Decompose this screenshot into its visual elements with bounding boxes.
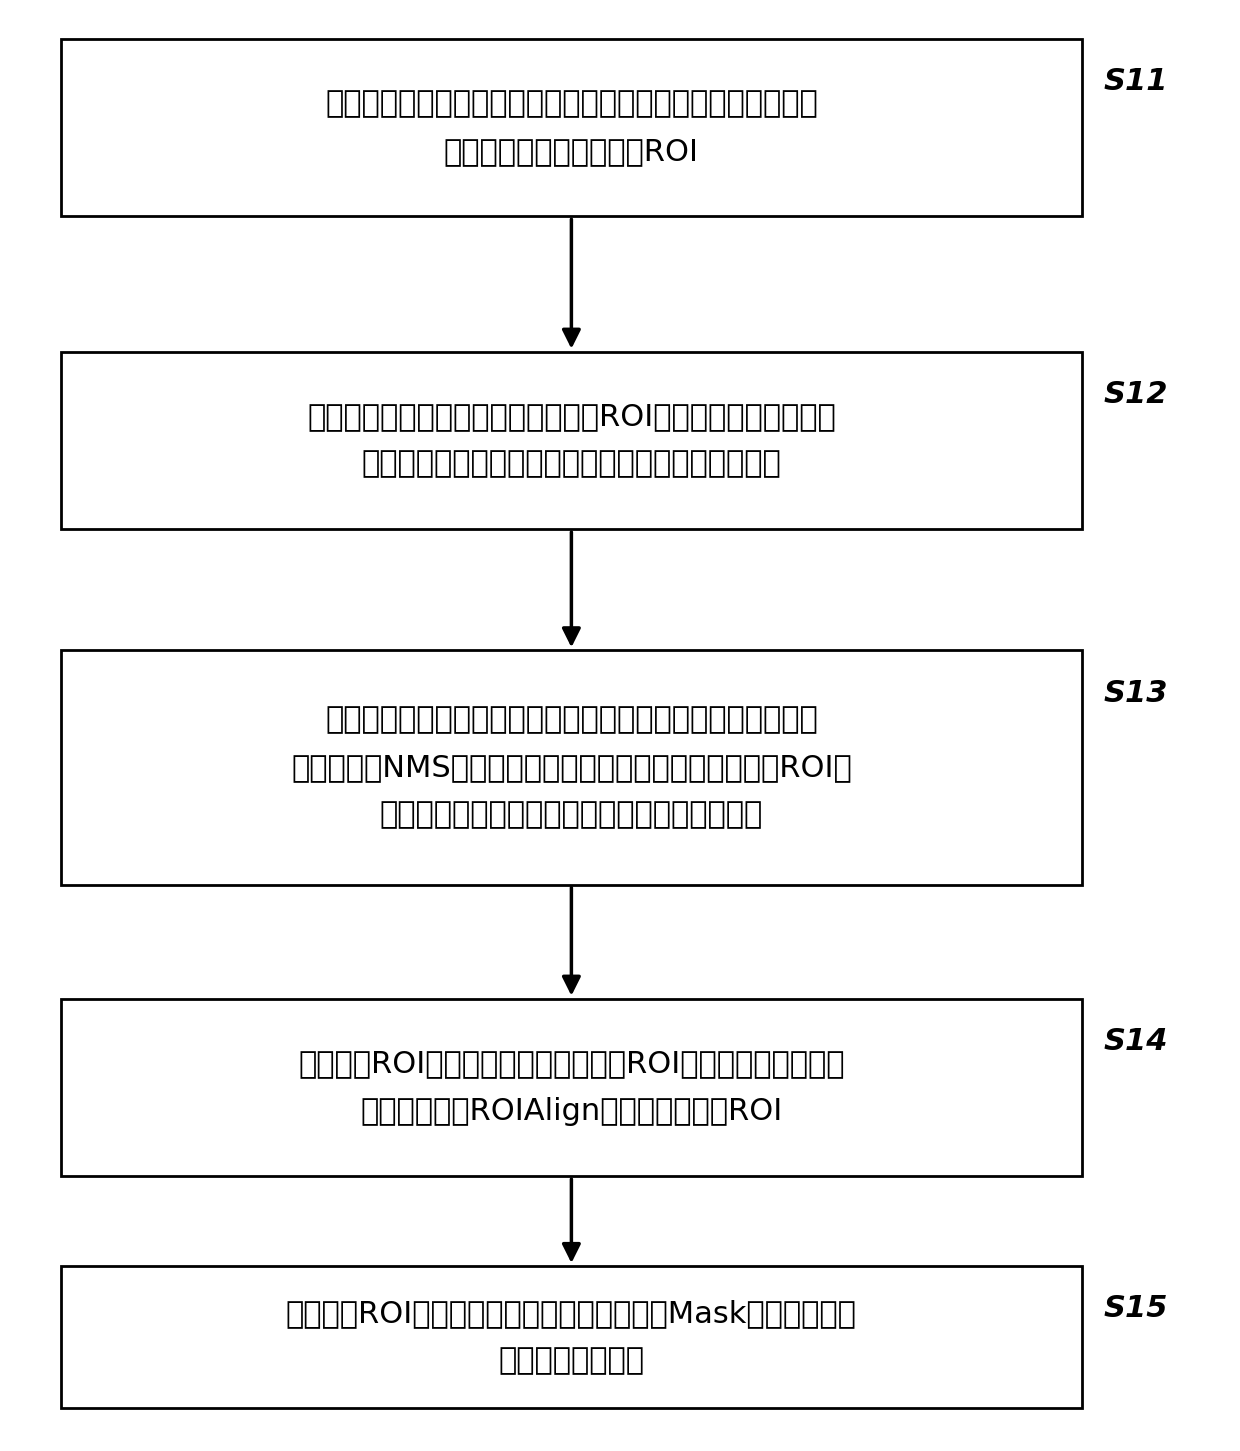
Text: 根据第二旋转包围框与旋转包围框集的角度加权，对第二旋转
包围框进行NMS操作，获取与第二旋转包围框对应的第一ROI的
最终轴对准包围框、最终旋转包围框和目标类别: 根据第二旋转包围框与旋转包围框集的角度加权，对第二旋转 包围框进行NMS操作，获… — [291, 705, 852, 830]
Text: 将各第二ROI输入角度划分的多通路特征装配Mask分支，获取染
色体图像分割掩膜: 将各第二ROI输入角度划分的多通路特征装配Mask分支，获取染 色体图像分割掩膜 — [286, 1299, 857, 1376]
FancyBboxPatch shape — [61, 998, 1081, 1177]
Text: 获取由染色体图像中各尺度的特征信息与各特征信息的第一轴
对准包围框形成的各第一ROI: 获取由染色体图像中各尺度的特征信息与各特征信息的第一轴 对准包围框形成的各第一R… — [325, 90, 817, 165]
FancyBboxPatch shape — [61, 351, 1081, 530]
FancyBboxPatch shape — [61, 1265, 1081, 1407]
Text: S15: S15 — [1104, 1294, 1168, 1323]
FancyBboxPatch shape — [61, 650, 1081, 885]
Text: S11: S11 — [1104, 67, 1168, 96]
FancyBboxPatch shape — [61, 39, 1081, 216]
Text: 根据旋转包围框回归分支，对各第一ROI中的第一旋转包围框进
行修正，获取各第二旋转包围框，形成旋转包围框集: 根据旋转包围框回归分支，对各第一ROI中的第一旋转包围框进 行修正，获取各第二旋… — [308, 402, 836, 479]
Text: S12: S12 — [1104, 380, 1168, 409]
Text: S13: S13 — [1104, 679, 1168, 708]
Text: 根据最终ROI轴对准包围框，对与最终ROI轴对准包围框对应的
特征信息进行ROIAlign操作，获取第二ROI: 根据最终ROI轴对准包围框，对与最终ROI轴对准包围框对应的 特征信息进行ROI… — [298, 1049, 844, 1126]
Text: S14: S14 — [1104, 1027, 1168, 1056]
